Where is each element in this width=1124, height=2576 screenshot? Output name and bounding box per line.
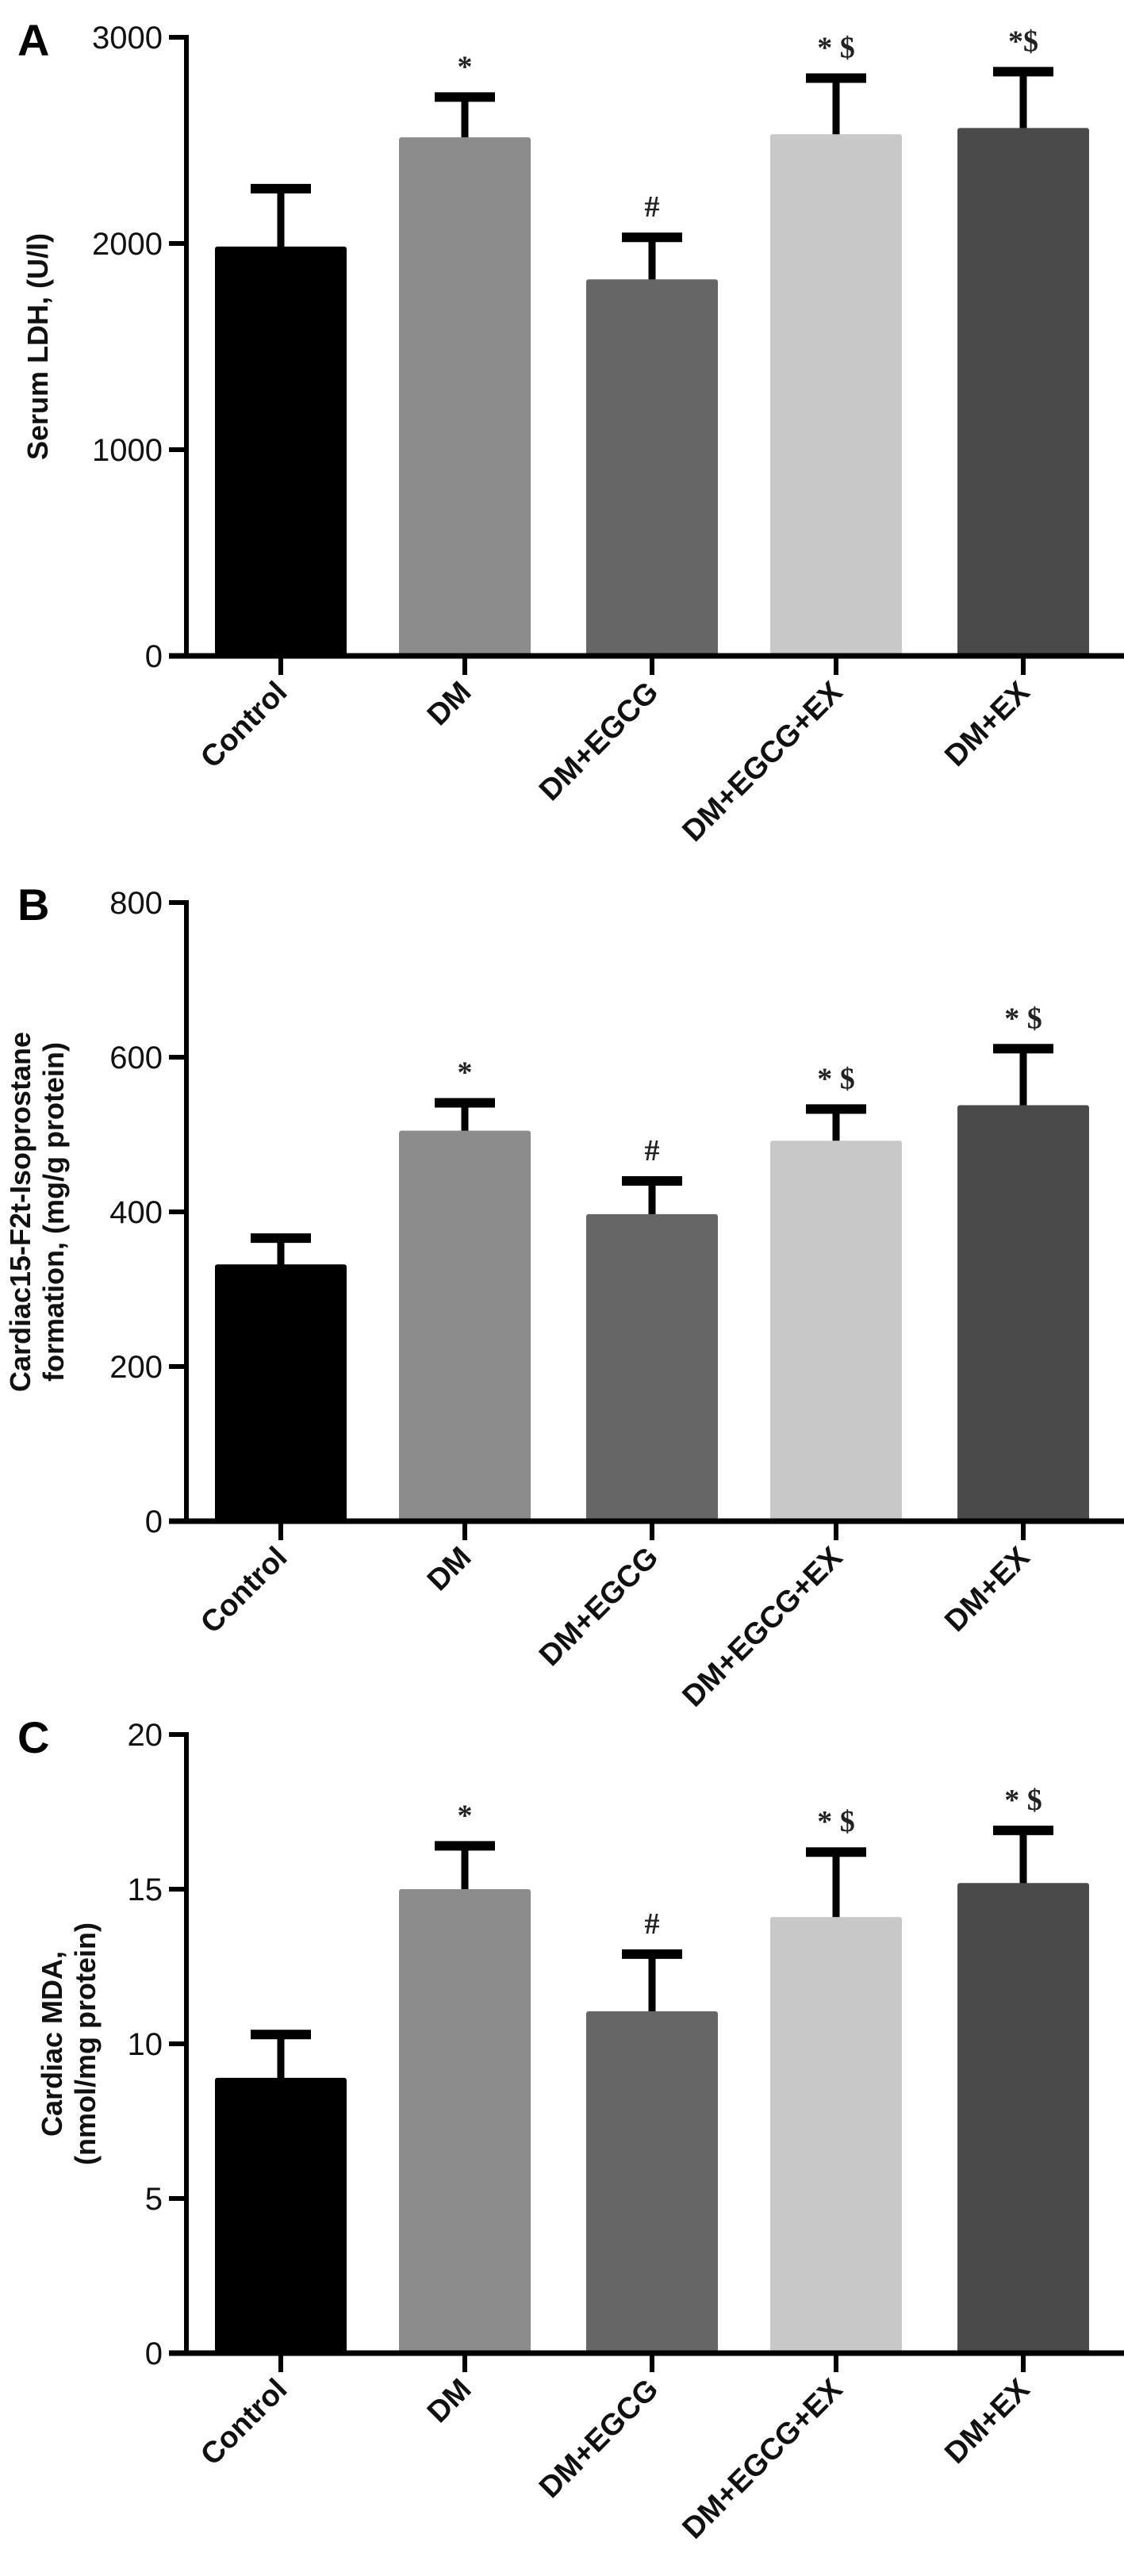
- y-tick-label: 600: [109, 1041, 163, 1075]
- y-tick-label: 1000: [92, 433, 163, 468]
- x-tick-label: DM+EGCG+EX: [677, 675, 850, 848]
- significance-label: #: [645, 1134, 660, 1167]
- y-tick-label: 2000: [92, 227, 163, 262]
- x-tick-label: DM+EGCG+EX: [677, 1540, 850, 1713]
- significance-label: #: [645, 1907, 660, 1941]
- y-tick-label: 10: [128, 2027, 163, 2062]
- y-axis-label: Cardiac15-F2t-Isoprostane: [4, 1032, 36, 1392]
- x-tick-label: DM+EX: [938, 675, 1036, 772]
- y-axis-label: Cardiac MDA,: [36, 1951, 68, 2137]
- significance-label: *: [458, 1056, 473, 1090]
- panel-B: B Cardiac15-F2t-Isoprostane formation, (mg…: [4, 880, 1124, 1714]
- bar-DM+EX: [957, 1883, 1089, 2353]
- x-tick-label: DM+EGCG: [533, 1541, 665, 1673]
- y-tick-label: 0: [145, 639, 163, 674]
- y-axis-label: Serum LDH, (U/l): [21, 233, 54, 460]
- bar-DM+EX: [957, 1105, 1089, 1521]
- x-tick-label: DM+EX: [938, 1540, 1036, 1638]
- x-tick-label: Control: [194, 1541, 293, 1640]
- x-tick-label: DM+EGCG+EX: [677, 2372, 850, 2545]
- significance-label: * $: [1004, 1002, 1042, 1035]
- x-tick-label: Control: [194, 2373, 293, 2472]
- y-tick-label: 0: [145, 1505, 163, 1539]
- bar-Control: [215, 2077, 347, 2353]
- bar-DM+EGCG: [586, 2011, 718, 2353]
- x-tick-label: DM: [421, 676, 478, 732]
- y-tick-label: 800: [109, 886, 163, 921]
- significance-label: #: [645, 190, 660, 224]
- bar-DM+EGCG+EX: [770, 1140, 902, 1521]
- x-tick-label: DM: [421, 2373, 478, 2429]
- bar-DM+EX: [957, 128, 1089, 656]
- y-axis-label: (nmol/mg protein): [69, 1922, 102, 2165]
- y-tick-label: 200: [109, 1350, 163, 1385]
- bar-DM: [399, 137, 531, 657]
- bar-Control: [215, 246, 347, 656]
- significance-label: *: [458, 1799, 473, 1832]
- x-tick-label: DM+EGCG: [533, 2373, 665, 2505]
- bar-DM: [399, 1130, 531, 1521]
- bar-DM+EGCG+EX: [770, 1917, 902, 2353]
- x-tick-label: DM: [421, 1541, 478, 1597]
- y-axis-label: formation, (mg/g protein): [37, 1042, 70, 1382]
- y-tick-label: 5: [145, 2182, 163, 2217]
- bar-DM+EGCG: [586, 279, 718, 656]
- significance-label: *: [458, 50, 473, 83]
- y-tick-label: 0: [145, 2336, 163, 2371]
- x-tick-label: Control: [194, 676, 293, 775]
- panel-letter: B: [17, 880, 49, 930]
- x-tick-label: DM+EGCG: [533, 676, 665, 807]
- x-tick-label: DM+EX: [938, 2372, 1036, 2470]
- panel-letter: C: [17, 1712, 49, 1762]
- significance-label: *$: [1008, 25, 1038, 58]
- significance-label: * $: [817, 1062, 855, 1095]
- y-tick-label: 3000: [92, 21, 163, 56]
- y-tick-label: 20: [128, 1718, 163, 1753]
- panel-letter: A: [17, 15, 49, 65]
- panel-A: A Serum LDH, (U/l) Control * DM # DM+EGCG * $ DM…: [17, 15, 1124, 849]
- significance-label: * $: [817, 1805, 855, 1838]
- bar-DM: [399, 1889, 531, 2353]
- y-tick-label: 400: [109, 1195, 163, 1230]
- bar-Control: [215, 1264, 347, 1521]
- y-tick-label: 15: [128, 1873, 163, 1907]
- significance-label: * $: [817, 31, 855, 64]
- bar-DM+EGCG+EX: [770, 134, 902, 656]
- significance-label: * $: [1004, 1784, 1042, 1817]
- bar-DM+EGCG: [586, 1213, 718, 1521]
- panel-C: C Cardiac MDA, (nmol/mg protein) Control * DM…: [17, 1712, 1124, 2546]
